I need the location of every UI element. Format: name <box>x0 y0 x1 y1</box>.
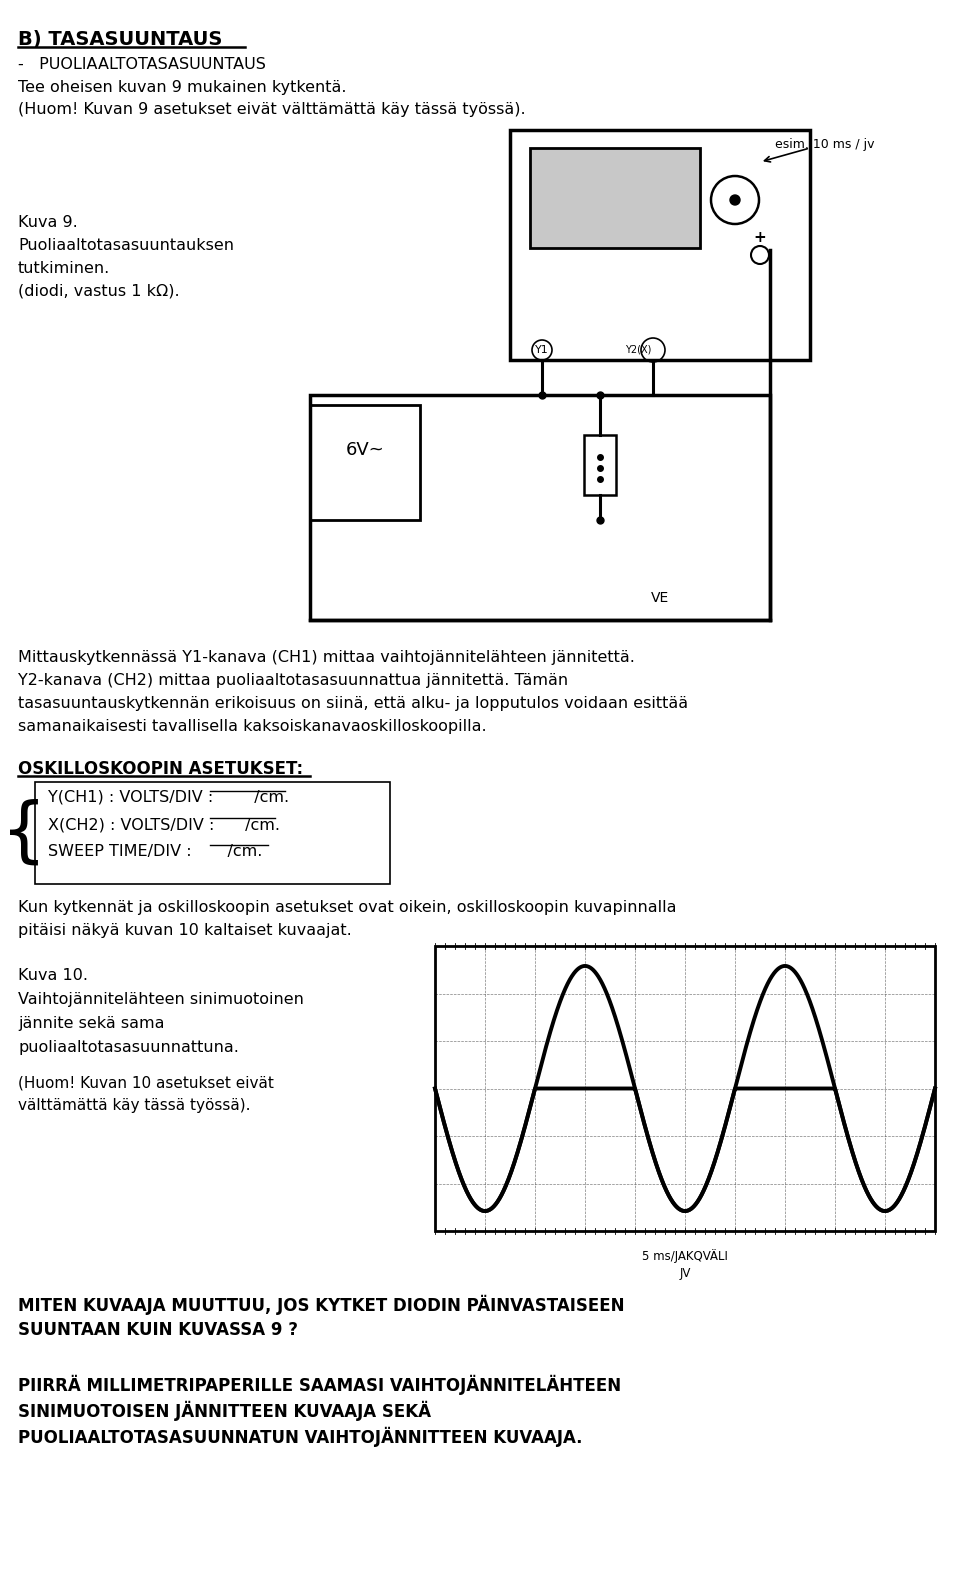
Text: Y(CH1) : VOLTS/DIV :        /cm.: Y(CH1) : VOLTS/DIV : /cm. <box>48 789 289 805</box>
Text: Y2(X): Y2(X) <box>625 345 651 356</box>
Text: tutkiminen.: tutkiminen. <box>18 260 110 276</box>
Text: Tee oheisen kuvan 9 mukainen kytkentä.: Tee oheisen kuvan 9 mukainen kytkentä. <box>18 79 347 95</box>
Text: SWEEP TIME/DIV :       /cm.: SWEEP TIME/DIV : /cm. <box>48 843 262 859</box>
Text: -   PUOLIAALTOTASASUUNTAUS: - PUOLIAALTOTASASUUNTAUS <box>18 57 266 71</box>
Bar <box>530 148 700 248</box>
Text: (diodi, vastus 1 kΩ).: (diodi, vastus 1 kΩ). <box>18 284 180 299</box>
Text: samanaikaisesti tavallisella kaksoiskanavaoskilloskoopilla.: samanaikaisesti tavallisella kaksoiskana… <box>18 719 487 734</box>
Text: Puoliaaltotasasuuntauksen: Puoliaaltotasasuuntauksen <box>18 238 234 252</box>
Text: Vaihtojännitelähteen sinimuotoinen: Vaihtojännitelähteen sinimuotoinen <box>18 992 304 1007</box>
Bar <box>310 405 420 519</box>
Text: Kun kytkennät ja oskilloskoopin asetukset ovat oikein, oskilloskoopin kuvapinnal: Kun kytkennät ja oskilloskoopin asetukse… <box>18 900 677 915</box>
Text: puoliaaltotasasuunnattuna.: puoliaaltotasasuunnattuna. <box>18 1040 239 1054</box>
Text: B) TASASUUNTAUS: B) TASASUUNTAUS <box>18 30 223 49</box>
Text: PUOLIAALTOTASASUUNNATUN VAIHTOJÄNNITTEEN KUVAAJA.: PUOLIAALTOTASASUUNNATUN VAIHTOJÄNNITTEEN… <box>18 1428 583 1447</box>
Text: JV: JV <box>680 1267 690 1280</box>
Bar <box>510 130 810 360</box>
Text: välttämättä käy tässä työssä).: välttämättä käy tässä työssä). <box>18 1097 251 1113</box>
Text: jännite sekä sama: jännite sekä sama <box>18 1016 164 1031</box>
Text: X(CH2) : VOLTS/DIV :      /cm.: X(CH2) : VOLTS/DIV : /cm. <box>48 816 280 832</box>
Text: esim. 10 ms / jv: esim. 10 ms / jv <box>775 138 875 151</box>
Text: VE: VE <box>651 591 669 605</box>
Text: {: { <box>1 799 47 867</box>
Text: PIIRRÄ MILLIMETRIPAPERILLE SAAMASI VAIHTOJÄNNITELÄHTEEN: PIIRRÄ MILLIMETRIPAPERILLE SAAMASI VAIHT… <box>18 1375 621 1396</box>
Bar <box>35 781 390 885</box>
Text: Kuva 9.: Kuva 9. <box>18 214 78 230</box>
Text: SINIMUOTOISEN JÄNNITTEEN KUVAAJA SEKÄ: SINIMUOTOISEN JÄNNITTEEN KUVAAJA SEKÄ <box>18 1401 431 1421</box>
Text: tasasuuntauskytkennän erikoisuus on siinä, että alku- ja lopputulos voidaan esit: tasasuuntauskytkennän erikoisuus on siin… <box>18 696 688 711</box>
Circle shape <box>730 195 740 205</box>
Bar <box>310 395 770 619</box>
Text: +: + <box>754 230 766 246</box>
Bar <box>584 435 616 495</box>
Text: SUUNTAAN KUIN KUVASSA 9 ?: SUUNTAAN KUIN KUVASSA 9 ? <box>18 1321 298 1339</box>
Bar <box>435 946 935 1231</box>
Text: pitäisi näkyä kuvan 10 kaltaiset kuvaajat.: pitäisi näkyä kuvan 10 kaltaiset kuvaaja… <box>18 923 351 939</box>
Text: 6V~: 6V~ <box>346 441 384 459</box>
Text: (Huom! Kuvan 10 asetukset eivät: (Huom! Kuvan 10 asetukset eivät <box>18 1077 274 1091</box>
Text: MITEN KUVAAJA MUUTTUU, JOS KYTKET DIODIN PÄINVASTAISEEN: MITEN KUVAAJA MUUTTUU, JOS KYTKET DIODIN… <box>18 1294 625 1315</box>
Text: 5 ms/JAKQVÄLI: 5 ms/JAKQVÄLI <box>642 1250 728 1262</box>
Text: OSKILLOSKOOPIN ASETUKSET:: OSKILLOSKOOPIN ASETUKSET: <box>18 761 303 778</box>
Text: Mittauskytkennässä Y1-kanava (CH1) mittaa vaihtojännitelähteen jännitettä.: Mittauskytkennässä Y1-kanava (CH1) mitta… <box>18 649 635 665</box>
Text: Y2-kanava (CH2) mittaa puoliaaltotasasuunnattua jännitettä. Tämän: Y2-kanava (CH2) mittaa puoliaaltotasasuu… <box>18 673 568 688</box>
Text: Y1: Y1 <box>535 345 549 356</box>
Text: (Huom! Kuvan 9 asetukset eivät välttämättä käy tässä työssä).: (Huom! Kuvan 9 asetukset eivät välttämät… <box>18 102 526 118</box>
Text: Kuva 10.: Kuva 10. <box>18 969 88 983</box>
